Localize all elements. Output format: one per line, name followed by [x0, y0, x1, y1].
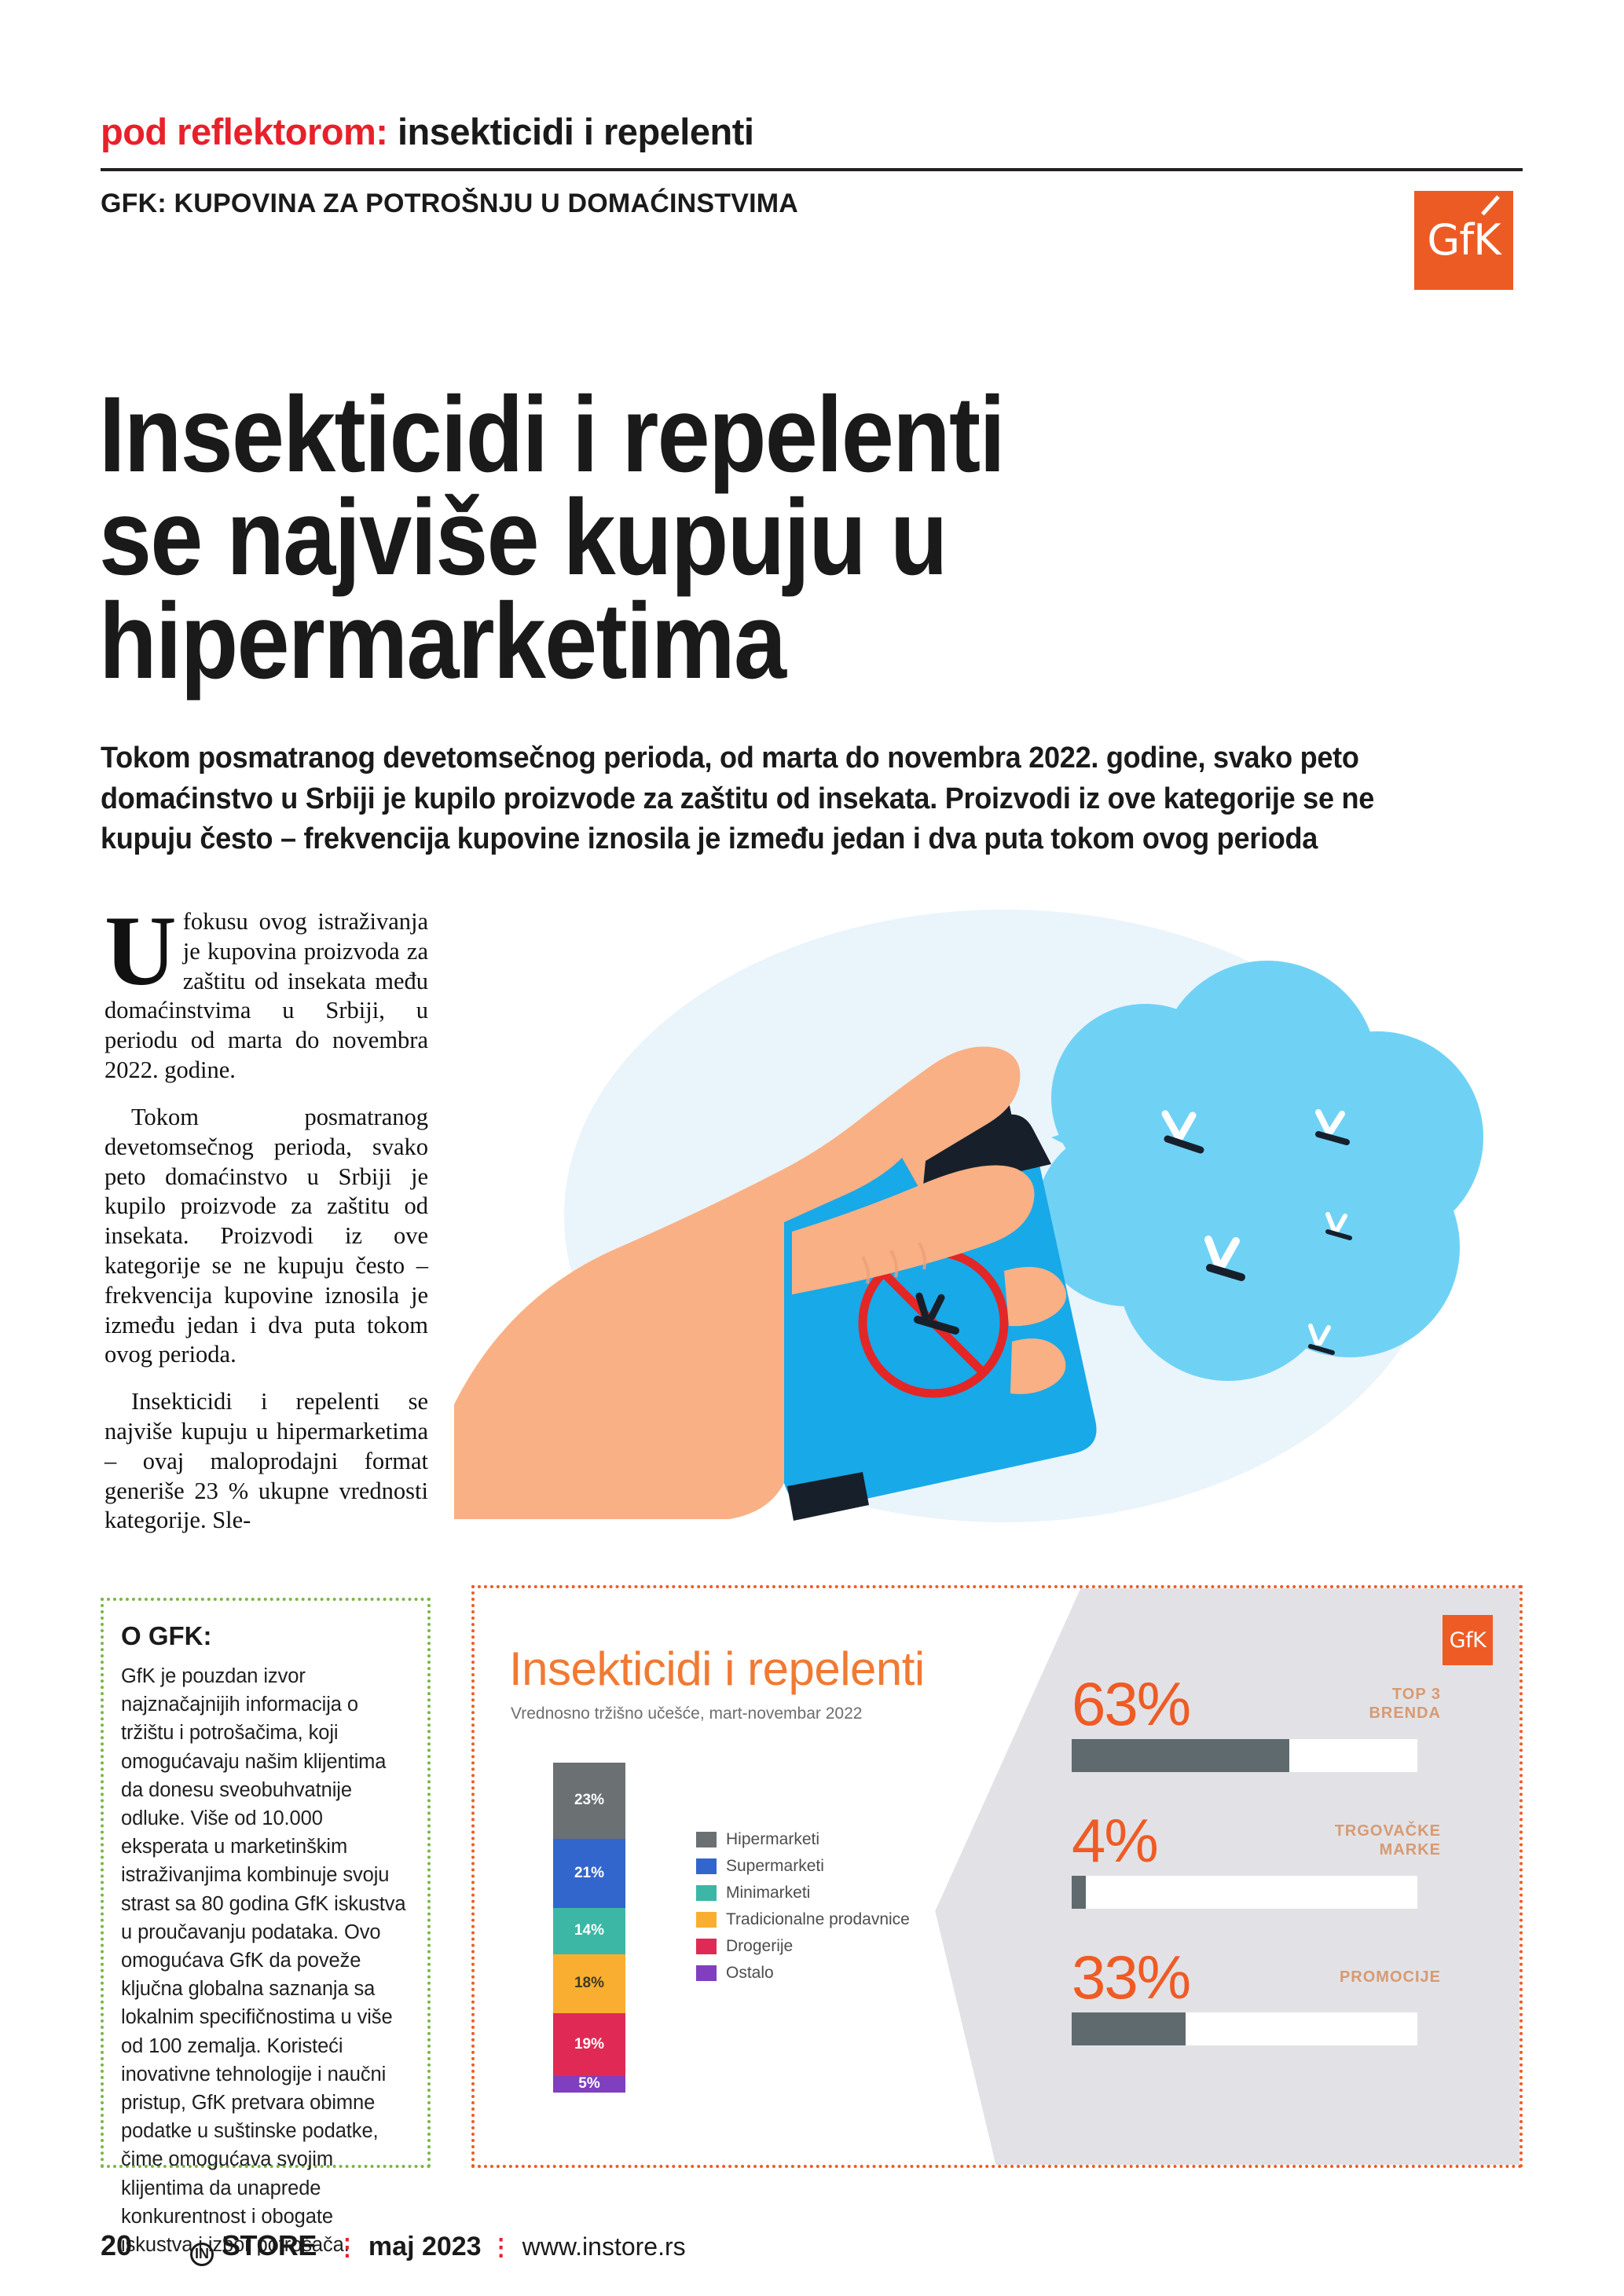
- infographic-title: Insekticidi i repelenti: [509, 1642, 925, 1695]
- kicker-black-text: insekticidi i repelenti: [397, 111, 754, 152]
- issue-date: maj 2023: [368, 2232, 482, 2261]
- key-stat-header: 4% TRGOVAČKE MARKE: [1072, 1810, 1441, 1871]
- key-stat-bar-fill: [1072, 1876, 1086, 1909]
- website-url[interactable]: www.instore.rs: [522, 2232, 686, 2261]
- legend-item: Ostalo: [696, 1964, 910, 1983]
- about-gfk-title: O GFK:: [121, 1621, 212, 1650]
- key-stat-caption: TOP 3 BRENDA: [1369, 1686, 1441, 1722]
- legend-item: Hipermarketi: [696, 1830, 910, 1849]
- key-stat-header: 33% PROMOCIJE: [1072, 1946, 1441, 2008]
- stacked-bar-segment: 14%: [553, 1907, 625, 1954]
- about-gfk-text: GfK je pouzdan izvor najznačajnijih info…: [121, 1665, 406, 2257]
- gfk-logo-accent-icon: [1481, 195, 1500, 216]
- legend-item: Drogerije: [696, 1937, 910, 1956]
- key-stat: 63% TOP 3 BRENDA: [1072, 1673, 1441, 1772]
- legend-item: Tradicionalne prodavnice: [696, 1910, 910, 1929]
- legend-label: Tradicionalne prodavnice: [726, 1910, 910, 1928]
- section-label: GFK: KUPOVINA ZA POTROŠNJU U DOMAĆINSTVI…: [101, 189, 799, 218]
- key-stat-bar-track: [1072, 1739, 1417, 1772]
- key-stat-bar-fill: [1072, 2012, 1186, 2045]
- gfk-logo: GfK: [1414, 191, 1513, 290]
- legend-label: Minimarketi: [726, 1884, 811, 1902]
- stacked-bar-segment: 19%: [553, 2013, 625, 2076]
- key-stat-header: 63% TOP 3 BRENDA: [1072, 1673, 1441, 1734]
- key-stats-group: 63% TOP 3 BRENDA 4% TRGOVAČKE MARKE 33% PROMOCI…: [1072, 1673, 1441, 2083]
- spray-illustration: [454, 902, 1523, 1522]
- headline-line-1: Insekticidi i repelenti: [99, 374, 1006, 495]
- legend-label: Drogerije: [726, 1937, 794, 1955]
- standfirst: Tokom posmatranog devetomsečnog perioda,…: [101, 742, 1375, 856]
- stacked-bar-segment: 5%: [553, 2075, 625, 2093]
- legend-swatch-icon: [696, 1912, 717, 1928]
- kicker: pod reflektorom: insekticidi i repelenti: [101, 110, 754, 153]
- mosquito-icon-1: [1161, 1110, 1204, 1154]
- legend-item: Supermarketi: [696, 1857, 910, 1876]
- footer-separator-1: ⋮: [335, 2235, 361, 2261]
- legend-swatch-icon: [696, 1939, 717, 1954]
- stacked-bar-segment: 21%: [553, 1838, 625, 1908]
- headline-line-2: se najviše kupuju u: [99, 478, 948, 599]
- magazine-brand: STORE: [222, 2229, 317, 2261]
- legend-label: Supermarketi: [726, 1857, 824, 1875]
- page-footer: 20 IN STORE ⋮ maj 2023 ⋮ www.instore.rs: [101, 2229, 686, 2266]
- mosquito-icon-2: [1315, 1109, 1350, 1145]
- stacked-bar-segment: 23%: [553, 1763, 625, 1839]
- legend-label: Ostalo: [726, 1964, 774, 1982]
- mosquito-icon-3: [1325, 1212, 1352, 1240]
- gfk-logo-text: GfK: [1427, 215, 1501, 265]
- infographic-subtitle: Vrednosno tržišno učešće, mart-novembar …: [511, 1705, 863, 1723]
- stacked-bar-chart: 23% 21% 14% 18% 19% 5%: [553, 1763, 625, 2093]
- hand-icon: [454, 1046, 1067, 1519]
- key-stat-percentage: 4%: [1072, 1806, 1159, 1875]
- stacked-bar-segment: 18%: [553, 1954, 625, 2014]
- body-paragraph-3: Insekticidi i repelenti se najviše kupuj…: [104, 1388, 428, 1534]
- key-stat-percentage: 33%: [1072, 1943, 1191, 2012]
- mosquito-icon-5: [1308, 1324, 1335, 1355]
- legend-swatch-icon: [696, 1965, 717, 1981]
- gfk-logo-infographic-text: GfK: [1449, 1628, 1487, 1653]
- key-stat: 33% PROMOCIJE: [1072, 1946, 1441, 2045]
- key-stat-bar-track: [1072, 1876, 1417, 1909]
- instore-logo-icon: IN: [190, 2242, 214, 2266]
- page-number: 20: [101, 2229, 133, 2261]
- gfk-logo-infographic: GfK: [1443, 1615, 1493, 1665]
- footer-separator-2: ⋮: [489, 2235, 515, 2261]
- legend-swatch-icon: [696, 1832, 717, 1847]
- mosquito-icon-4: [1204, 1236, 1245, 1281]
- legend-swatch-icon: [696, 1885, 717, 1901]
- about-gfk-box: O GFK: GfK je pouzdan izvor najznačajnij…: [101, 1598, 431, 2256]
- chart-legend: Hipermarketi Supermarketi Minimarketi Tradi…: [696, 1830, 910, 1990]
- key-stat-bar-track: [1072, 2012, 1417, 2045]
- dropcap: U: [104, 896, 177, 1006]
- legend-label: Hipermarketi: [726, 1830, 820, 1848]
- key-stat-bar-fill: [1072, 1739, 1290, 1772]
- legend-item: Minimarketi: [696, 1884, 910, 1902]
- headline-line-3: hipermarketima: [99, 580, 786, 701]
- kicker-red-text: pod reflektorom:: [101, 111, 388, 152]
- page-title: Insekticidi i repelenti se najviše kupuj…: [99, 374, 1274, 701]
- key-stat: 4% TRGOVAČKE MARKE: [1072, 1810, 1441, 1909]
- body-paragraph-1-text: fokusu ovog istraživanja je kupovina pro…: [104, 908, 428, 1084]
- hand-knuckle-lines: [861, 1242, 927, 1284]
- key-stat-caption: TRGOVAČKE MARKE: [1334, 1822, 1441, 1858]
- body-paragraph-2: Tokom posmatranog devetomsečnog perioda,…: [104, 1103, 428, 1368]
- header-divider-rule: [101, 168, 1523, 171]
- infographic-panel: Insekticidi i repelenti Vrednosno tržišn…: [471, 1585, 1523, 2168]
- legend-swatch-icon: [696, 1858, 717, 1874]
- key-stat-percentage: 63%: [1072, 1669, 1191, 1738]
- key-stat-caption: PROMOCIJE: [1339, 1968, 1441, 1986]
